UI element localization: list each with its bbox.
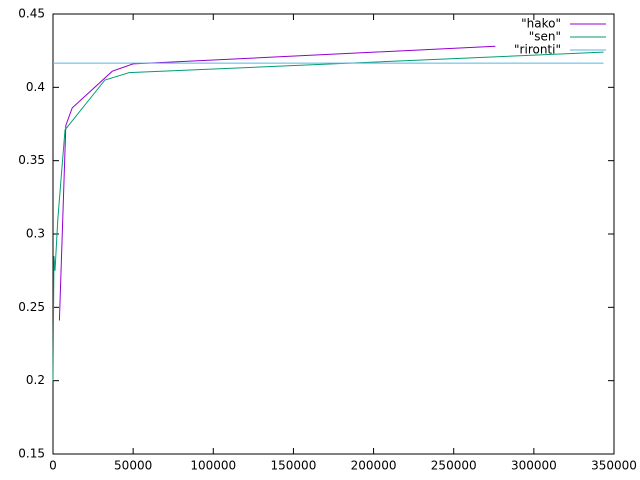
x-tick-label: 350000 xyxy=(591,459,637,473)
y-tick-label: 0.25 xyxy=(18,300,45,314)
x-tick-label: 150000 xyxy=(271,459,317,473)
line xyxy=(58,45,496,321)
legend-label: "sen" xyxy=(529,30,561,44)
y-tick-label: 0.2 xyxy=(26,373,45,387)
x-tick-label: 200000 xyxy=(351,459,397,473)
y-tick-label: 0.15 xyxy=(18,447,45,461)
plot-border xyxy=(52,13,615,455)
x-tick-label: 250000 xyxy=(431,459,477,473)
x-tick-label: 0 xyxy=(49,459,57,473)
legend-label: "rironti" xyxy=(514,43,561,57)
y-tick-label: 0.3 xyxy=(26,227,45,241)
line xyxy=(52,51,604,381)
y-tick-label: 0.45 xyxy=(18,7,45,21)
x-tick-label: 50000 xyxy=(114,459,152,473)
y-tick-label: 0.4 xyxy=(26,80,45,94)
x-tick-label: 300000 xyxy=(511,459,557,473)
legend-label: "hako" xyxy=(521,17,561,31)
y-tick-label: 0.35 xyxy=(18,153,45,167)
x-tick-label: 100000 xyxy=(190,459,236,473)
